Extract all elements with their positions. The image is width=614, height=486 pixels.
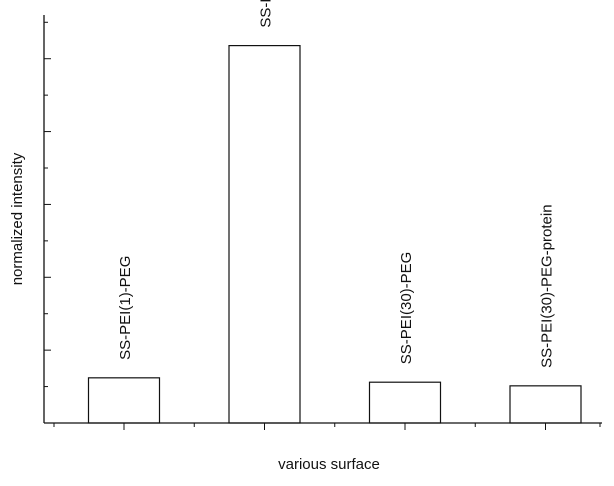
y-axis-ticks (44, 21, 51, 388)
y-axis-label: normalized intensity (9, 152, 26, 285)
category-label-1: SS-PEI(1)-PEG (117, 256, 134, 360)
bar-2 (228, 44, 301, 424)
bar-3 (368, 381, 442, 424)
category-label-2: SS-PEI(1)-PEG-protein (258, 0, 275, 28)
bar-1 (87, 377, 161, 424)
bar-4 (509, 385, 582, 424)
category-label-3: SS-PEI(30)-PEG (398, 252, 415, 365)
plot-area: SS-PEI(1)-PEG SS-PEI(1)-PEG-protein SS-PEI… (87, 0, 582, 424)
x-axis-label: various surface (278, 456, 380, 473)
category-label-4: SS-PEI(30)-PEG-protein (539, 204, 556, 367)
x-axis-ticks (53, 423, 601, 430)
